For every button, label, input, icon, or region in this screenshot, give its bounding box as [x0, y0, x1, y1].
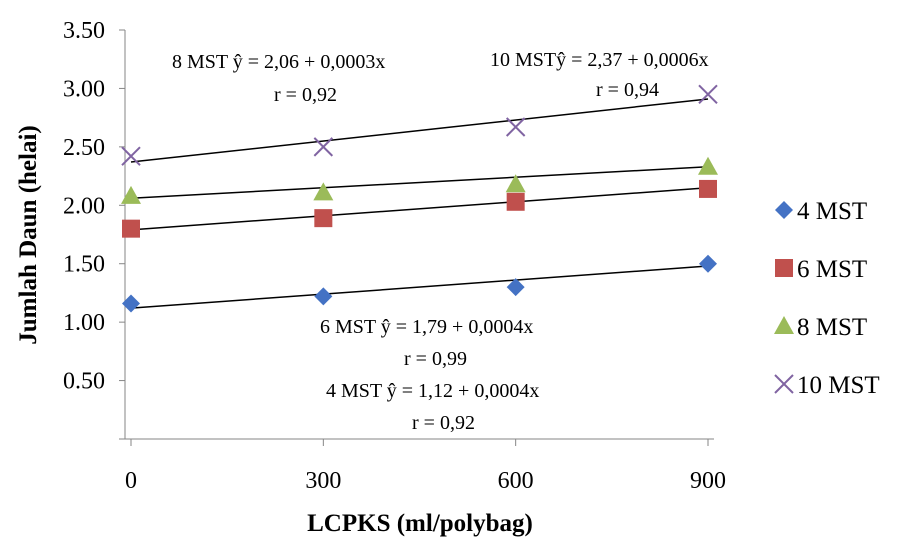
y-tick-label: 0.50 [63, 369, 105, 395]
x-tick-label: 600 [498, 468, 534, 494]
point-8mst [505, 174, 526, 193]
legend-marker-4mst [775, 201, 793, 219]
point-6mst [506, 192, 525, 211]
point-4mst [506, 278, 525, 297]
legend-label-4mst: 4 MST [797, 198, 867, 225]
point-6mst [122, 219, 140, 238]
trendline-10mst [130, 98, 709, 163]
annotation-4mst-equation: 4 MST ŷ = 1,12 + 0,0004x [326, 380, 539, 402]
annotation-8mst-equation: 8 MST ŷ = 2,06 + 0,0003x [172, 51, 385, 73]
point-10mst [313, 137, 334, 157]
chart-ticks: 3.50 3.00 2.50 2.00 1.50 1.00 0.50 0 300 600 900 [63, 18, 726, 494]
point-10mst [698, 84, 718, 104]
trendlines [130, 98, 709, 309]
trendline-6mst [130, 187, 709, 231]
point-8mst [313, 182, 334, 201]
annotation-8mst-r: r = 0,92 [274, 84, 337, 106]
legend-marker-6mst [775, 259, 793, 277]
point-6mst [314, 209, 333, 228]
y-tick-label: 1.00 [63, 310, 105, 336]
y-tick-label: 3.50 [63, 18, 105, 44]
point-8mst [121, 185, 141, 204]
legend-marker-10mst [774, 374, 794, 394]
legend-label-10mst: 10 MST [797, 372, 880, 399]
legend: 4 MST 6 MST 8 MST 10 MST [774, 198, 880, 399]
y-tick-label: 2.50 [63, 135, 105, 161]
legend-label-8mst: 8 MST [797, 314, 867, 341]
legend-marker-8mst [774, 316, 794, 334]
annotation-4mst-r: r = 0,92 [412, 412, 475, 434]
annotation-6mst-r: r = 0,99 [404, 348, 467, 370]
point-10mst [505, 117, 526, 137]
annotation-6mst-equation: 6 MST ŷ = 1,79 + 0,0004x [320, 316, 533, 338]
y-tick-label: 1.50 [63, 252, 105, 278]
trendline-4mst [130, 265, 709, 309]
point-4mst [699, 254, 717, 273]
x-tick-label: 300 [305, 468, 341, 494]
data-markers [121, 84, 718, 313]
x-axis-title: LCPKS (ml/polybag) [307, 510, 533, 537]
legend-label-6mst: 6 MST [797, 256, 867, 283]
point-4mst [122, 294, 140, 313]
point-8mst [698, 156, 718, 175]
x-tick-label: 900 [690, 468, 726, 494]
x-tick-label: 0 [125, 468, 137, 494]
point-10mst [121, 146, 141, 166]
trendline-8mst [130, 165, 709, 200]
annotation-10mst-r: r = 0,94 [596, 79, 659, 101]
annotation-10mst-equation: 10 MSTŷ = 2,37 + 0,0006x [490, 49, 709, 71]
point-4mst [314, 287, 333, 306]
y-axis-title: Jumlah Daun (helai) [15, 125, 42, 344]
y-tick-label: 2.00 [63, 193, 105, 219]
y-tick-label: 3.00 [63, 76, 105, 102]
point-6mst [699, 179, 717, 198]
